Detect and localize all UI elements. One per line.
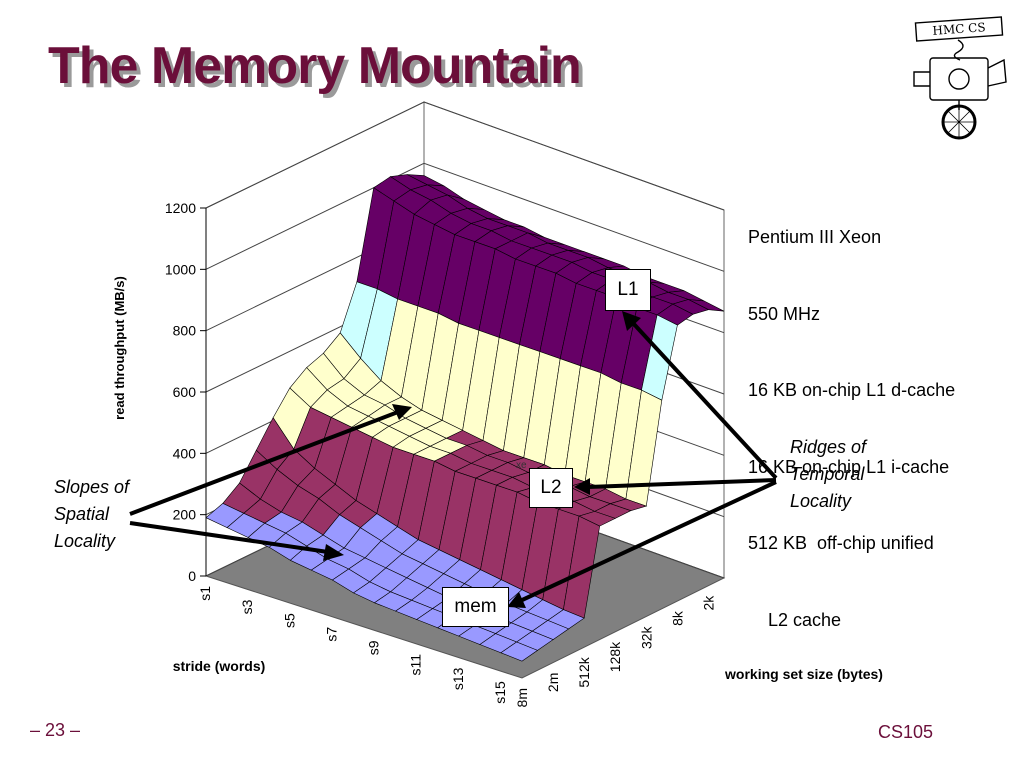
stride-tick-label: s5 (281, 613, 297, 628)
annotation-arrows (129, 311, 778, 608)
processor-spec-block: Pentium III Xeon 550 MHz 16 KB on-chip L… (748, 174, 955, 659)
y-axis-title: read throughput (MB/s) (112, 276, 127, 420)
size-tick-label: 512k (576, 656, 592, 687)
y-gridline (205, 101, 725, 211)
size-tick-label: 8m (514, 688, 530, 707)
ridges-of-temporal-locality-note: Ridges of Temporal Locality (790, 434, 866, 515)
note-line: Slopes of (54, 477, 130, 497)
size-tick-labels: 8m 2m 512k 128k 32k 8k 2k (514, 595, 716, 708)
surface-mesh (205, 174, 725, 662)
spec-line: 16 KB on-chip L1 d-cache (748, 380, 956, 400)
spec-line: 16 KB on-chip L1 i-cache (748, 456, 950, 477)
y-tick-label: 800 (173, 323, 197, 339)
size-tick-label: 2k (700, 595, 716, 611)
note-line: Temporal (790, 464, 865, 484)
spec-line: 512 KB off-chip unified (748, 533, 934, 553)
y-tick-labels: 0 200 400 600 800 1000 1200 (165, 200, 196, 584)
stride-tick-label: s11 (408, 654, 424, 676)
stride-tick-label: s3 (239, 599, 255, 614)
slopes-of-spatial-locality-note: Slopes of Spatial Locality (54, 474, 129, 555)
spec-line: 550 MHz (748, 303, 821, 324)
size-tick-label: 128k (607, 641, 623, 672)
stride-tick-label: s7 (323, 627, 339, 642)
y-tick-label: 1000 (165, 261, 196, 277)
xe-label: xe (516, 460, 527, 471)
note-line: Locality (790, 491, 852, 511)
hmc-cs-logo: HMC CS (913, 16, 1007, 140)
stride-tick-labels: s1 s3 s5 s7 s9 s11 s13 s15 (197, 586, 508, 704)
stride-tick-label: s15 (492, 681, 508, 704)
y-tick-label: 400 (173, 445, 197, 461)
note-line: Spatial (54, 504, 110, 524)
size-tick-label: 32k (638, 625, 654, 649)
logo-text: HMC CS (932, 20, 986, 38)
note-line: Locality (54, 531, 116, 551)
l1-label-box: L1 (605, 269, 651, 311)
course-label: CS105 (878, 722, 934, 742)
y-gridline (205, 162, 725, 272)
stride-axis-title: stride (words) (173, 658, 266, 674)
y-tick-label: 600 (173, 384, 197, 400)
stride-tick-label: s13 (450, 667, 466, 690)
slide-title: The Memory Mountain (48, 37, 582, 95)
surface-cell (500, 641, 539, 662)
spec-line: Pentium III Xeon (748, 227, 882, 247)
size-axis-title: working set size (bytes) (724, 666, 883, 682)
y-tick-label: 1200 (165, 200, 196, 216)
note-line: Ridges of (790, 437, 867, 457)
stride-tick-label: s1 (197, 586, 213, 601)
y-tick-label: 200 (173, 507, 197, 523)
mem-label-box: mem (442, 587, 509, 627)
page-number: – 23 – (30, 720, 81, 740)
size-tick-label: 2m (545, 673, 561, 692)
size-tick-label: 8k (669, 610, 685, 626)
spec-line: L2 cache (748, 609, 842, 630)
l2-label-box: L2 (529, 468, 573, 508)
stride-tick-label: s9 (366, 640, 382, 655)
y-tick-label: 0 (188, 568, 196, 584)
